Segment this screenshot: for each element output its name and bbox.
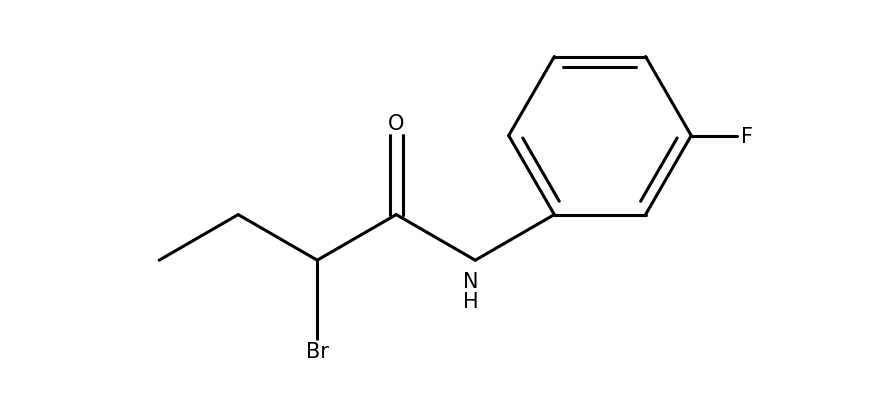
Text: F: F [741, 126, 754, 146]
Text: Br: Br [306, 342, 329, 362]
Text: O: O [388, 114, 404, 134]
Text: N
H: N H [463, 272, 478, 311]
